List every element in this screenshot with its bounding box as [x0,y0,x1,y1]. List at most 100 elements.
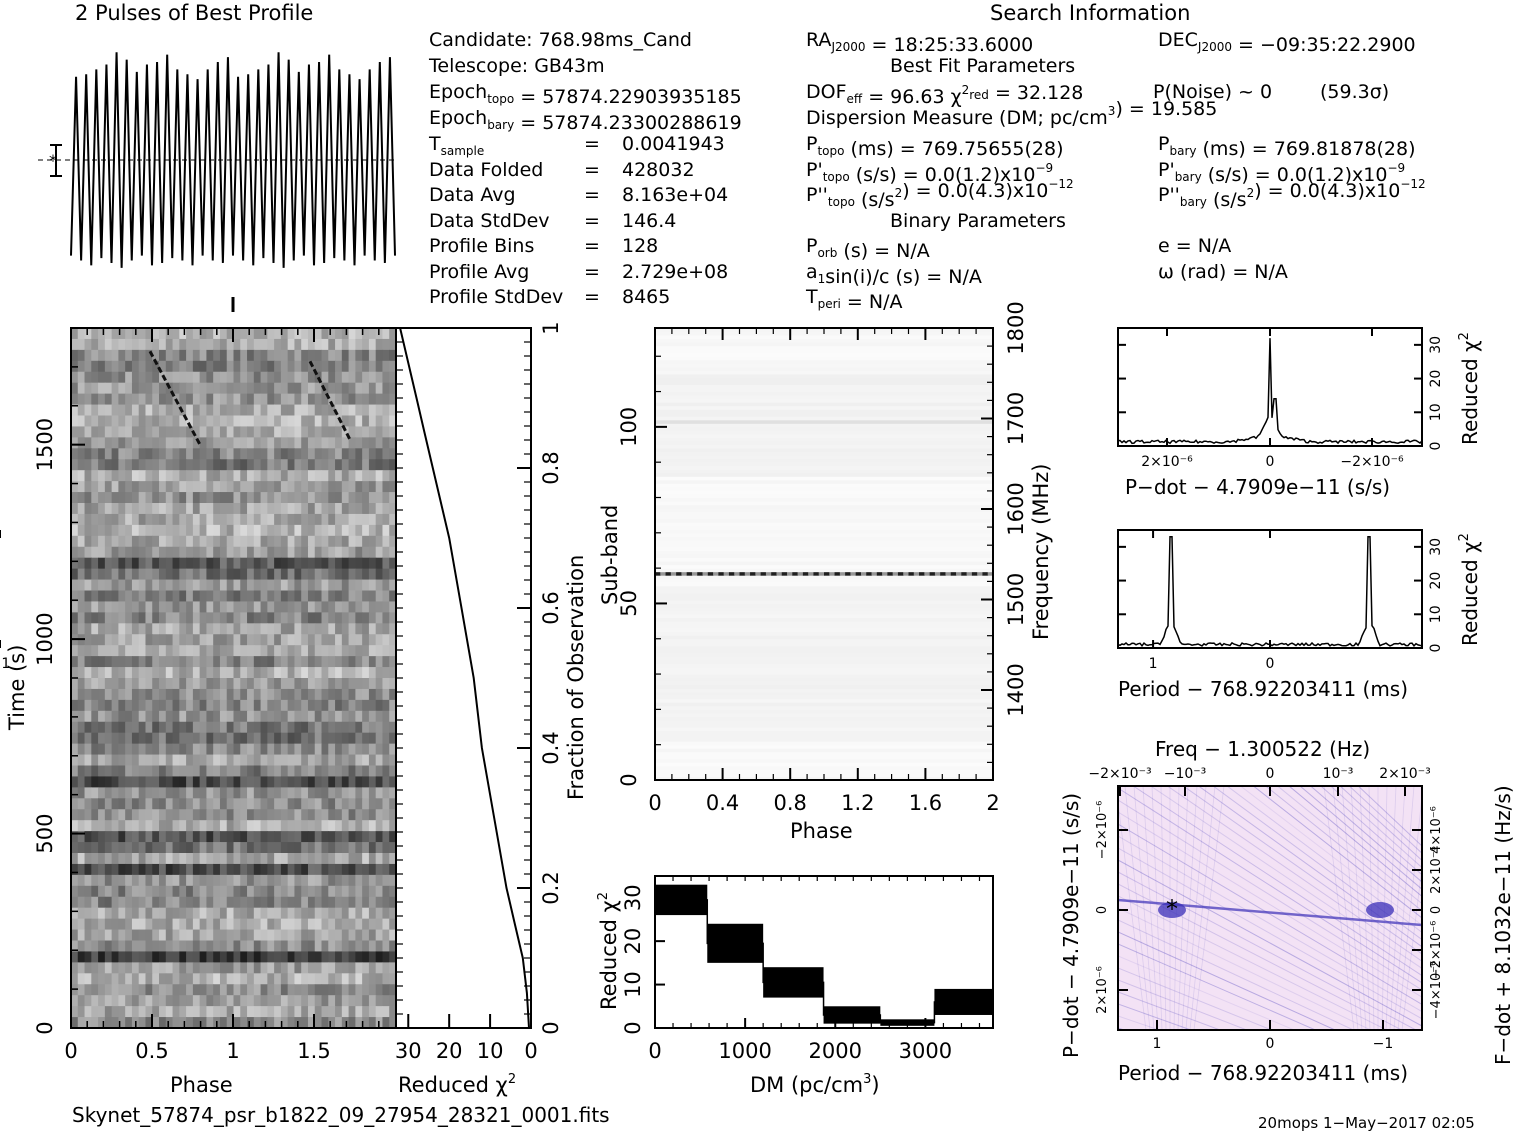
time-phase-cell [362,863,370,876]
time-phase-cell [253,568,262,581]
time-phase-xlabel: Phase [170,1073,233,1097]
subband-ytick-label: 50 [617,590,641,617]
time-phase-cell [233,360,241,373]
time-phase-cell [335,415,343,428]
time-phase-cell [375,743,384,756]
time-phase-cell [280,754,289,767]
time-phase-cell [341,634,350,646]
subband-row [655,441,993,446]
time-phase-cell [294,896,302,909]
time-phase-cell [362,754,370,767]
time-phase-cell [104,513,113,526]
ppdot-fan-line [1142,786,1159,1030]
time-phase-cell [382,481,390,493]
time-phase-cell [321,481,329,493]
info-profile_bins-eq: = [584,235,600,257]
time-phase-cell [125,371,133,384]
time-phase-cell [307,732,316,745]
time-phase-cell [186,448,194,460]
time-phase-cell [98,820,106,832]
time-phase-cell [307,831,316,843]
time-phase-cell [138,470,147,482]
time-phase-cell [362,437,370,449]
time-phase-cell [307,896,316,909]
time-phase-cell [253,503,262,515]
subband-cell [866,571,873,576]
time-phase-cell [233,907,241,920]
time-phase-cell [348,338,356,351]
subband-row [655,335,993,340]
time-phase-cell [131,546,140,559]
time-phase-cell [375,579,384,592]
time-phase-drift-line-2 [308,360,352,441]
time-phase-cell [382,842,390,854]
subband-xtick-label: 0.8 [773,791,806,815]
time-phase-cell [138,940,147,953]
time-phase-cell [389,929,396,942]
time-phase-cell [247,973,255,985]
time-phase-cell [267,404,275,417]
time-phase-cell [152,776,160,788]
time-phase-cell [267,907,275,920]
time-phase-cell [219,678,228,690]
time-phase-cell [233,853,241,865]
ppdot-ytick-right-label: 2×10⁻⁶ [1429,846,1444,894]
time-phase-cell [287,754,296,767]
time-phase-cell [287,503,296,515]
time-phase-cell [84,557,92,570]
time-phase-cell [341,951,350,963]
time-phase-cell [355,448,363,460]
time-phase-cell [165,524,174,537]
time-phase-cell [84,579,92,592]
time-phase-cell [165,1017,174,1028]
time-phase-cell [328,918,336,931]
time-phase-cell [362,765,370,778]
time-phase-cell [267,492,275,504]
time-phase-cell [84,623,92,635]
time-phase-cell [226,415,235,428]
time-phase-cell [294,885,302,898]
time-phase-cell [233,448,241,460]
time-phase-cell [159,798,167,810]
time-phase-cell [226,995,235,1007]
time-phase-cell [233,863,241,876]
time-phase-cell [240,535,248,548]
time-phase-cell [226,546,235,559]
time-phase-cell [267,1006,275,1018]
time-phase-cell [280,710,289,723]
time-phase-cell [287,328,296,340]
time-phase-cell [118,590,126,603]
time-phase-cell [145,601,153,613]
time-phase-cell [199,863,208,876]
time-phase-cell [247,437,255,449]
time-phase-cell [274,667,282,679]
time-phase-cell [125,481,133,493]
time-phase-cell [260,601,268,613]
time-phase-cell [240,678,248,690]
time-phase-cell [307,710,316,723]
subband-cell [660,571,667,576]
time-phase-cell [382,809,390,821]
time-phase-cell [138,415,147,428]
time-phase-cell [355,678,363,690]
time-phase-cell [280,612,289,624]
time-phase-cell [301,513,309,526]
time-phase-cell [111,710,119,723]
time-phase-cell [219,634,228,646]
time-phase-cell [274,809,282,821]
time-phase-cell [355,842,363,854]
time-phase-cell [159,831,167,843]
time-phase-cell [253,535,262,548]
subband-row [655,462,993,467]
ppdot-ridge-line [1182,786,1422,955]
time-phase-cell [98,940,106,953]
time-phase-cell [247,918,255,931]
time-phase-cell [375,710,384,723]
time-phase-cell [247,907,255,920]
time-phase-cell [389,557,396,570]
time-phase-cell [219,590,228,603]
time-phase-cell [274,863,282,876]
time-phase-cell [152,393,160,406]
time-phase-cell [314,907,323,920]
time-phase-cell [280,896,289,909]
